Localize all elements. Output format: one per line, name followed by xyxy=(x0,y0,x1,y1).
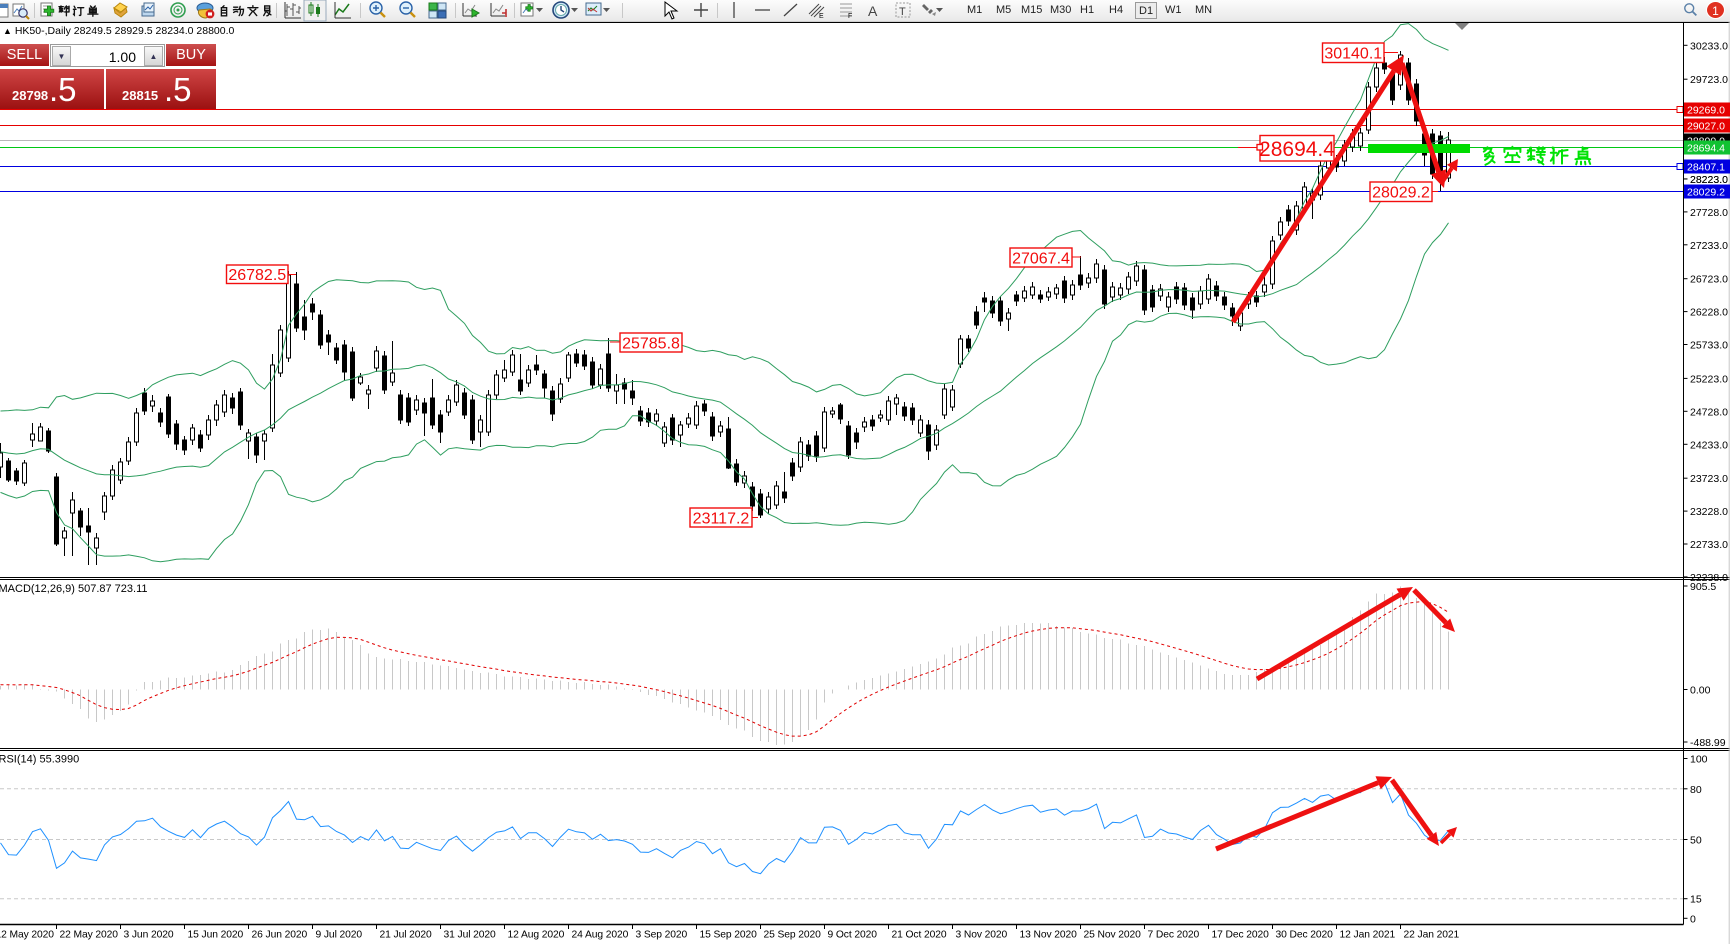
svg-text:3 Sep 2020: 3 Sep 2020 xyxy=(636,930,688,941)
svg-text:E: E xyxy=(819,13,824,20)
svg-text:12 Jan 2021: 12 Jan 2021 xyxy=(1340,930,1396,941)
svg-text:22733.0: 22733.0 xyxy=(1690,539,1728,551)
svg-text:28407.1: 28407.1 xyxy=(1687,162,1725,174)
svg-text:29723.0: 29723.0 xyxy=(1690,74,1728,86)
svg-text:25733.0: 25733.0 xyxy=(1690,340,1728,352)
svg-text:F: F xyxy=(848,13,852,20)
svg-text:22238.0: 22238.0 xyxy=(1690,572,1728,584)
svg-text:MACD(12,26,9) 507.87 723.11: MACD(12,26,9) 507.87 723.11 xyxy=(0,583,148,595)
svg-text:25223.0: 25223.0 xyxy=(1690,373,1728,385)
svg-text:30140.1: 30140.1 xyxy=(1324,46,1382,63)
svg-text:24728.0: 24728.0 xyxy=(1690,406,1728,418)
svg-text:21 Oct 2020: 21 Oct 2020 xyxy=(892,930,947,941)
svg-text:23117.2: 23117.2 xyxy=(693,510,750,527)
svg-text:80: 80 xyxy=(1690,784,1702,796)
svg-text:28029.2: 28029.2 xyxy=(1687,187,1725,199)
svg-text:25785.8: 25785.8 xyxy=(622,335,680,352)
svg-text:T: T xyxy=(899,6,906,18)
svg-text:28694.4: 28694.4 xyxy=(1259,138,1335,161)
svg-text:9 Oct 2020: 9 Oct 2020 xyxy=(828,930,878,941)
svg-text:12 May 2020: 12 May 2020 xyxy=(0,930,54,941)
svg-text:24233.0: 24233.0 xyxy=(1690,439,1728,451)
svg-text:22 Jan 2021: 22 Jan 2021 xyxy=(1404,930,1460,941)
svg-text:27728.0: 27728.0 xyxy=(1690,207,1728,219)
svg-text:28029.2: 28029.2 xyxy=(1372,185,1430,202)
svg-text:31 Jul 2020: 31 Jul 2020 xyxy=(444,930,497,941)
svg-text:3 Nov 2020: 3 Nov 2020 xyxy=(956,930,1008,941)
svg-text:27233.0: 27233.0 xyxy=(1690,240,1728,252)
svg-text:50: 50 xyxy=(1690,835,1702,847)
svg-text:100: 100 xyxy=(1690,754,1708,766)
svg-text:RSI(14) 55.3990: RSI(14) 55.3990 xyxy=(0,754,79,766)
svg-text:0.00: 0.00 xyxy=(1690,685,1711,697)
svg-text:905.5: 905.5 xyxy=(1690,581,1716,593)
svg-text:12 Aug 2020: 12 Aug 2020 xyxy=(508,930,565,941)
svg-text:3 Jun 2020: 3 Jun 2020 xyxy=(124,930,174,941)
svg-text:9 Jul 2020: 9 Jul 2020 xyxy=(316,930,363,941)
svg-text:30233.0: 30233.0 xyxy=(1690,40,1728,52)
svg-text:13 Nov 2020: 13 Nov 2020 xyxy=(1020,930,1078,941)
svg-text:28223.0: 28223.0 xyxy=(1690,174,1728,186)
svg-text:26782.5: 26782.5 xyxy=(228,267,286,284)
svg-text:26 Jun 2020: 26 Jun 2020 xyxy=(252,930,308,941)
svg-text:29027.0: 29027.0 xyxy=(1687,121,1725,133)
svg-text:29269.0: 29269.0 xyxy=(1687,105,1725,117)
svg-text:25 Sep 2020: 25 Sep 2020 xyxy=(764,930,822,941)
svg-text:22 May 2020: 22 May 2020 xyxy=(60,930,119,941)
svg-text:28694.4: 28694.4 xyxy=(1687,143,1725,155)
svg-text:27067.4: 27067.4 xyxy=(1012,250,1070,267)
svg-text:25 Nov 2020: 25 Nov 2020 xyxy=(1084,930,1142,941)
svg-text:-488.99: -488.99 xyxy=(1690,737,1726,749)
svg-text:0: 0 xyxy=(1690,913,1696,925)
svg-text:15 Sep 2020: 15 Sep 2020 xyxy=(700,930,758,941)
svg-text:30 Dec 2020: 30 Dec 2020 xyxy=(1276,930,1334,941)
svg-text:26228.0: 26228.0 xyxy=(1690,307,1728,319)
svg-text:28223.0: 28223.0 xyxy=(1690,174,1728,186)
svg-text:23228.0: 23228.0 xyxy=(1690,506,1728,518)
svg-text:23723.0: 23723.0 xyxy=(1690,473,1728,485)
svg-text:15 Jun 2020: 15 Jun 2020 xyxy=(188,930,244,941)
svg-text:7 Dec 2020: 7 Dec 2020 xyxy=(1148,930,1200,941)
svg-text:24 Aug 2020: 24 Aug 2020 xyxy=(572,930,629,941)
svg-text:21 Jul 2020: 21 Jul 2020 xyxy=(380,930,433,941)
svg-text:26723.0: 26723.0 xyxy=(1690,274,1728,286)
svg-text:A: A xyxy=(868,3,878,19)
svg-text:15: 15 xyxy=(1690,894,1702,906)
svg-text:17 Dec 2020: 17 Dec 2020 xyxy=(1212,930,1270,941)
